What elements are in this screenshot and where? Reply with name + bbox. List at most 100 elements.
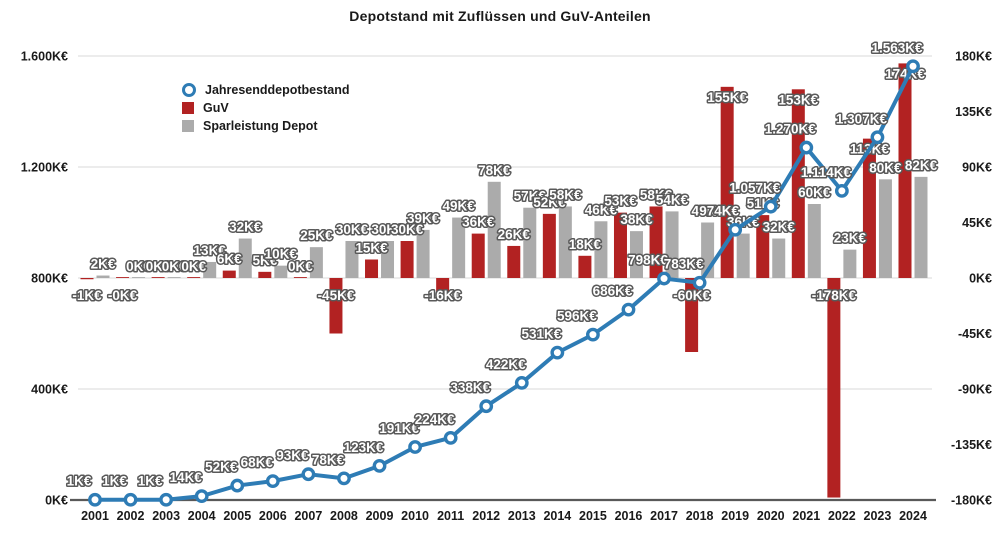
spar-bar: [878, 179, 892, 278]
depot-value-label: 798K€: [628, 253, 668, 268]
spar-bar: [594, 221, 608, 278]
x-axis-year: 2008: [330, 509, 358, 523]
x-axis-year: 2020: [757, 509, 785, 523]
guv-value-label: 155K€: [707, 90, 747, 105]
guv-value-label: -0K€: [108, 288, 138, 303]
depot-marker: [728, 222, 743, 237]
depot-value-label: 531K€: [521, 327, 561, 342]
spar-bar: [558, 206, 572, 278]
spar-value-label: 54K€: [656, 192, 689, 207]
spar-value-label: 57K€: [514, 189, 547, 204]
spar-bar: [523, 207, 537, 278]
depot-value-label: 123K€: [344, 440, 384, 455]
right-axis-tick: 90K€: [962, 161, 992, 175]
right-axis-tick: 180K€: [955, 50, 992, 64]
spar-bar: [345, 241, 359, 278]
spar-bar: [736, 233, 750, 278]
depot-value-label: 1.057K€: [729, 181, 781, 196]
depot-marker: [301, 467, 316, 482]
guv-value-label: 0K€: [146, 259, 171, 274]
spar-bar: [167, 277, 181, 278]
spar-value-label: 80K€: [869, 160, 902, 175]
guv-value-label: 58K€: [640, 187, 673, 202]
guv-bar: [862, 138, 876, 278]
spar-value-label: 38K€: [620, 212, 653, 227]
guv-value-label: 53K€: [604, 194, 637, 209]
depot-marker: [906, 59, 920, 74]
spar-value-label: 30K€: [336, 222, 369, 237]
spar-value-label: 58K€: [549, 187, 582, 202]
right-axis-tick: -180K€: [951, 494, 992, 508]
x-axis-year: 2004: [188, 509, 216, 523]
depot-marker: [194, 489, 209, 504]
legend-item-depotbestand: Jahresenddepotbestand: [182, 83, 349, 97]
spar-bar: [629, 231, 643, 278]
depot-marker: [550, 345, 565, 360]
guv-bar: [329, 278, 343, 334]
spar-bar: [665, 211, 679, 278]
depot-value-label: 1K€: [102, 474, 127, 489]
guv-bar: [400, 241, 414, 278]
guv-value-label: 30K€: [391, 222, 424, 237]
legend-label-sparleistung: Sparleistung Depot: [203, 119, 318, 133]
spar-bar: [274, 265, 288, 278]
legend-item-guv: GuV: [182, 101, 349, 115]
guv-value-label: 52K€: [533, 195, 566, 210]
x-axis-year: 2016: [615, 509, 643, 523]
depot-value-label: 1K€: [138, 474, 163, 489]
x-axis-year: 2001: [81, 509, 109, 523]
guv-bar: [685, 278, 699, 352]
depot-value-label: 974K€: [699, 204, 739, 219]
guv-bar: [898, 63, 912, 279]
spar-value-label: 23K€: [834, 231, 867, 246]
depot-marker: [337, 471, 351, 486]
spar-bar: [132, 277, 146, 278]
spar-bar: [238, 238, 252, 278]
guv-value-label: 5K€: [252, 253, 277, 268]
spar-bar: [772, 238, 786, 278]
depot-marker: [657, 271, 671, 286]
x-axis-year: 2017: [650, 509, 678, 523]
depot-value-label: 191K€: [379, 421, 419, 436]
spar-bar: [452, 217, 466, 278]
guv-value-label: 0K€: [181, 259, 206, 274]
guv-value-label: -16K€: [424, 288, 461, 303]
guv-value-label: -1K€: [72, 288, 102, 303]
depot-marker: [870, 130, 885, 145]
x-axis-year: 2010: [401, 509, 429, 523]
x-axis-year: 2014: [543, 509, 571, 523]
guv-value-label: 0K€: [288, 259, 313, 274]
x-axis-year: 2022: [828, 509, 856, 523]
x-axis-year: 2007: [294, 509, 322, 523]
x-axis-year: 2002: [117, 509, 145, 523]
spar-value-label: 2K€: [91, 257, 116, 272]
depot-marker: [230, 478, 245, 493]
guv-bar: [471, 233, 485, 278]
guv-value-label: 6K€: [217, 252, 242, 267]
depot-marker: [88, 492, 102, 507]
depot-marker: [834, 183, 849, 198]
legend-label-depotbestand: Jahresenddepotbestand: [205, 83, 350, 97]
depot-marker: [408, 440, 422, 454]
spar-value-label: 39K€: [407, 211, 440, 226]
x-axis-year: 2023: [864, 509, 892, 523]
spar-value-label: 78K€: [478, 163, 511, 178]
spar-value-label: 82K€: [905, 158, 938, 173]
depot-value-label: 338K€: [450, 380, 490, 395]
depot-value-label: 78K€: [312, 452, 345, 467]
depot-value-label: 93K€: [276, 448, 309, 463]
spar-value-label: 49K€: [443, 199, 476, 214]
right-axis-tick: 45K€: [962, 216, 992, 230]
spar-value-label: 10K€: [265, 247, 298, 262]
depot-value-label: 52K€: [205, 460, 238, 475]
guv-bar: [756, 215, 770, 278]
x-axis-year: 2006: [259, 509, 287, 523]
guv-bar: [116, 277, 130, 278]
spar-bar: [416, 229, 430, 278]
line-series-marker-icon: [182, 83, 196, 97]
guv-bar: [258, 271, 272, 278]
guv-bar: [293, 277, 307, 278]
depot-marker: [443, 430, 458, 445]
